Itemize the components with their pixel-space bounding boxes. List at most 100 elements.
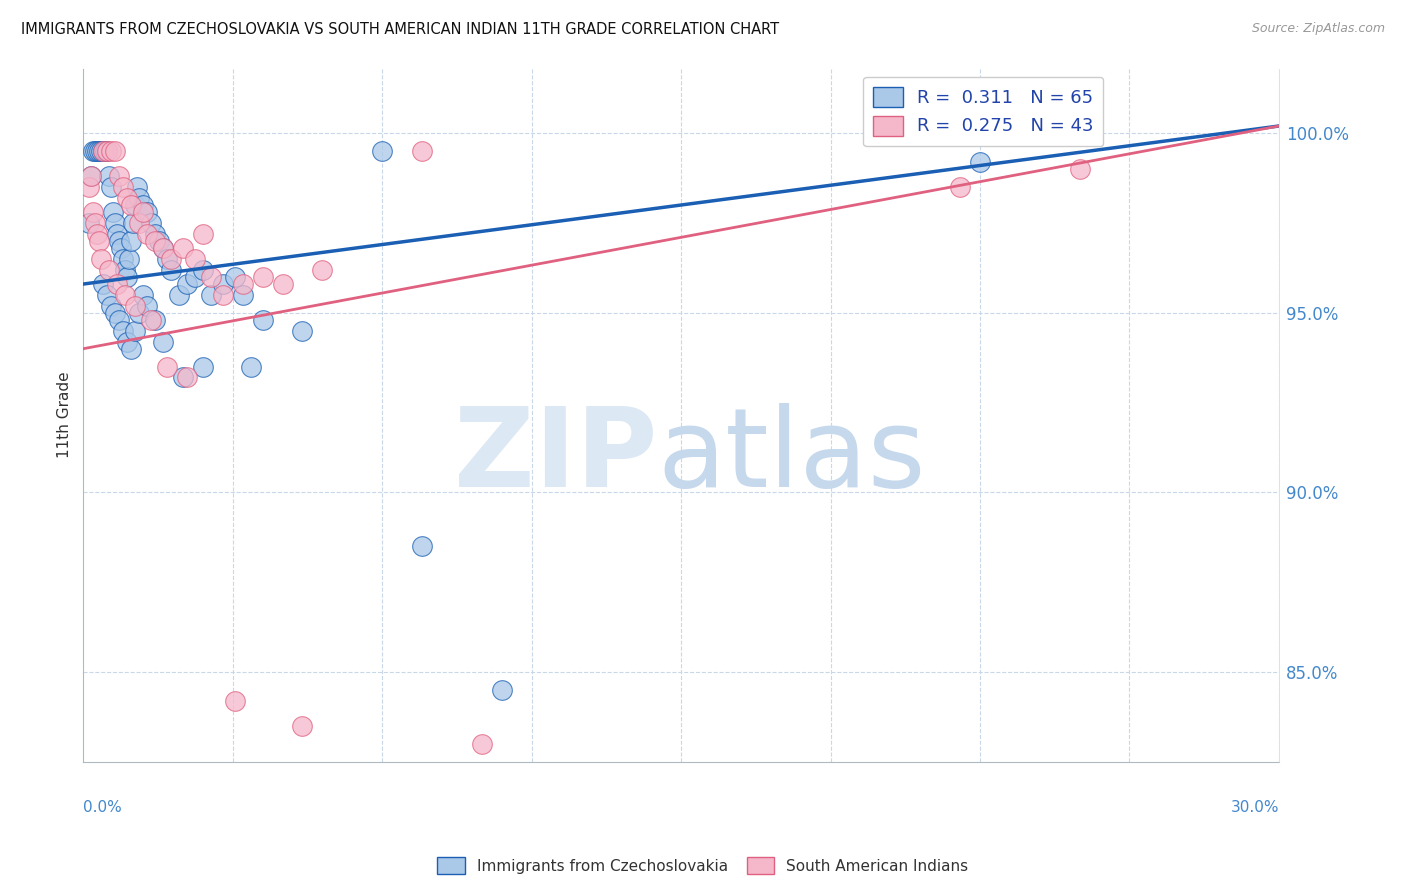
Point	[115, 334, 138, 349]
Point	[156, 359, 179, 374]
Point	[100, 299, 122, 313]
Point	[239, 359, 262, 374]
Point	[91, 144, 114, 158]
Point	[411, 539, 433, 553]
Point	[112, 324, 135, 338]
Point	[91, 144, 114, 158]
Legend: Immigrants from Czechoslovakia, South American Indians: Immigrants from Czechoslovakia, South Am…	[432, 851, 974, 880]
Point	[471, 737, 494, 751]
Point	[108, 234, 131, 248]
Point	[291, 324, 314, 338]
Point	[143, 227, 166, 241]
Point	[118, 252, 141, 266]
Text: atlas: atlas	[657, 403, 925, 510]
Point	[86, 144, 108, 158]
Point	[114, 262, 136, 277]
Point	[96, 288, 118, 302]
Point	[104, 144, 127, 158]
Point	[98, 169, 121, 184]
Point	[122, 216, 145, 230]
Point	[172, 241, 194, 255]
Point	[108, 169, 131, 184]
Point	[105, 227, 128, 241]
Point	[84, 144, 107, 158]
Point	[176, 277, 198, 291]
Point	[252, 269, 274, 284]
Point	[98, 262, 121, 277]
Point	[127, 180, 149, 194]
Point	[89, 234, 111, 248]
Point	[224, 269, 246, 284]
Point	[143, 234, 166, 248]
Point	[120, 234, 142, 248]
Point	[82, 144, 104, 158]
Point	[271, 277, 294, 291]
Point	[80, 169, 103, 184]
Point	[110, 241, 132, 255]
Point	[104, 216, 127, 230]
Point	[311, 262, 333, 277]
Point	[139, 216, 162, 230]
Point	[143, 313, 166, 327]
Point	[108, 313, 131, 327]
Point	[969, 155, 991, 169]
Point	[184, 269, 207, 284]
Point	[96, 144, 118, 158]
Point	[136, 227, 159, 241]
Point	[80, 169, 103, 184]
Point	[128, 216, 150, 230]
Point	[191, 227, 214, 241]
Point	[84, 216, 107, 230]
Point	[115, 191, 138, 205]
Point	[136, 205, 159, 219]
Point	[172, 370, 194, 384]
Point	[115, 269, 138, 284]
Point	[1069, 162, 1091, 177]
Text: 30.0%: 30.0%	[1230, 800, 1279, 815]
Point	[160, 262, 183, 277]
Text: ZIP: ZIP	[454, 403, 657, 510]
Point	[124, 299, 146, 313]
Point	[112, 252, 135, 266]
Point	[252, 313, 274, 327]
Point	[491, 682, 513, 697]
Point	[90, 252, 112, 266]
Point	[136, 299, 159, 313]
Point	[94, 144, 117, 158]
Point	[200, 288, 222, 302]
Point	[291, 719, 314, 733]
Point	[411, 144, 433, 158]
Point	[139, 313, 162, 327]
Point	[176, 370, 198, 384]
Point	[128, 306, 150, 320]
Point	[132, 205, 155, 219]
Point	[120, 342, 142, 356]
Point	[211, 277, 233, 291]
Point	[132, 288, 155, 302]
Point	[101, 205, 124, 219]
Point	[86, 227, 108, 241]
Point	[112, 180, 135, 194]
Point	[232, 288, 254, 302]
Point	[156, 252, 179, 266]
Point	[120, 198, 142, 212]
Point	[949, 180, 972, 194]
Point	[128, 191, 150, 205]
Point	[91, 277, 114, 291]
Y-axis label: 11th Grade: 11th Grade	[58, 372, 72, 458]
Point	[82, 205, 104, 219]
Legend: R =  0.311   N = 65, R =  0.275   N = 43: R = 0.311 N = 65, R = 0.275 N = 43	[863, 77, 1104, 146]
Point	[105, 277, 128, 291]
Point	[160, 252, 183, 266]
Point	[200, 269, 222, 284]
Point	[211, 288, 233, 302]
Text: 0.0%: 0.0%	[83, 800, 122, 815]
Point	[184, 252, 207, 266]
Point	[167, 288, 190, 302]
Point	[224, 694, 246, 708]
Point	[104, 306, 127, 320]
Point	[124, 324, 146, 338]
Point	[148, 234, 170, 248]
Point	[114, 288, 136, 302]
Point	[77, 180, 100, 194]
